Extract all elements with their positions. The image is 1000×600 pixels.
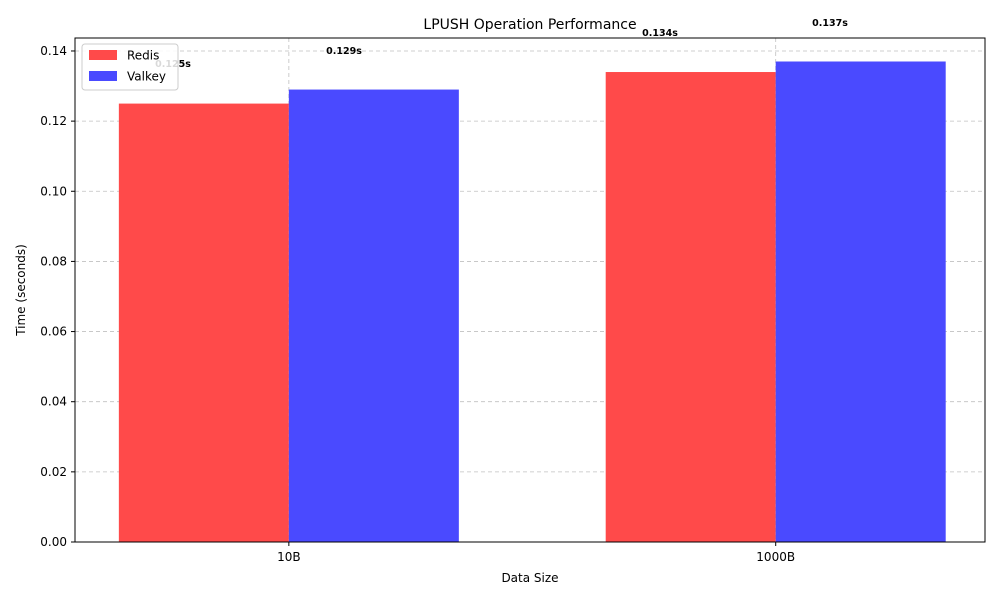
- legend-label-redis: Redis: [127, 49, 159, 63]
- y-tick-label: 0.02: [40, 465, 67, 479]
- plot-frame: [74, 37, 986, 543]
- chart-title: LPUSH Operation Performance: [423, 17, 636, 33]
- y-axis-label: Time (seconds): [14, 244, 28, 337]
- bar-redis-1000B: [605, 72, 776, 542]
- bar-valkey-10B: [288, 89, 459, 543]
- y-tick-label: 0.08: [40, 254, 67, 268]
- x-tick-label: 10B: [277, 550, 301, 564]
- legend-swatch-valkey: [89, 71, 117, 81]
- y-tick-label: 0.06: [40, 325, 67, 339]
- data-label: 0.137s: [812, 18, 848, 29]
- y-tick-label: 0.14: [40, 44, 67, 58]
- y-axis-ticks: 0.00 0.02 0.04 0.06 0.08 0.10 0.12 0.14: [40, 44, 75, 549]
- data-label: 0.134s: [642, 28, 678, 39]
- legend: Redis Valkey: [81, 43, 179, 91]
- x-tick-label: 1000B: [756, 550, 795, 564]
- bar-valkey-1000B: [775, 61, 946, 542]
- x-axis-ticks: 10B 1000B: [277, 542, 795, 564]
- x-axis-label: Data Size: [501, 571, 558, 585]
- y-tick-label: 0.12: [40, 114, 67, 128]
- legend-swatch-redis: [89, 50, 117, 60]
- y-tick-label: 0.10: [40, 184, 67, 198]
- y-tick-label: 0.00: [40, 535, 67, 549]
- legend-label-valkey: Valkey: [127, 70, 166, 84]
- bars: [118, 61, 946, 543]
- y-tick-label: 0.04: [40, 395, 67, 409]
- data-label: 0.129s: [326, 46, 362, 57]
- bar-redis-10B: [118, 103, 289, 542]
